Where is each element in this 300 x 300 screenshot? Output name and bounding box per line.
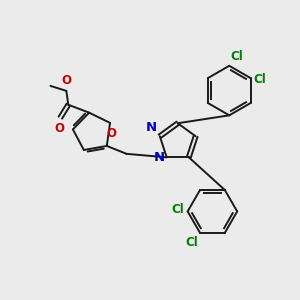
Text: Cl: Cl (254, 73, 266, 86)
Text: O: O (54, 122, 64, 135)
Text: N: N (154, 151, 165, 164)
Text: O: O (61, 74, 71, 87)
Text: Cl: Cl (171, 203, 184, 216)
Text: N: N (146, 121, 157, 134)
Text: O: O (106, 127, 116, 140)
Text: Cl: Cl (230, 50, 243, 63)
Text: Cl: Cl (185, 236, 198, 249)
